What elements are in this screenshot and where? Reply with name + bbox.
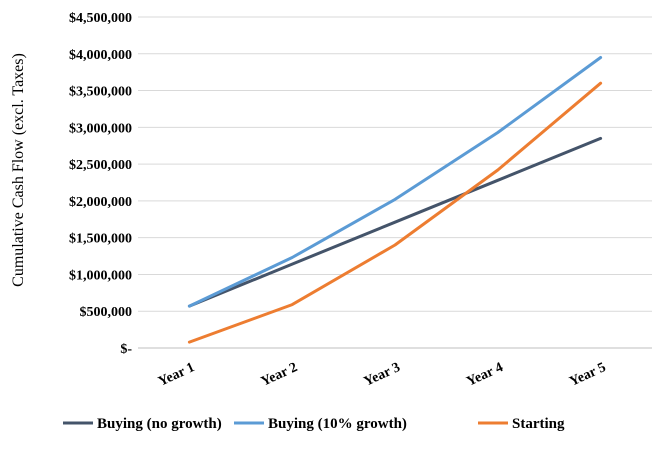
y-axis-label: Cumulative Cash Flow (excl. Taxes) (10, 53, 27, 287)
legend: Buying (no growth) Buying (10% growth) Sta… (63, 416, 565, 432)
y-tick-label: $1,500,000 (69, 232, 132, 247)
series-line-2 (187, 56, 603, 308)
x-tick-label: Year 2 (259, 360, 300, 390)
y-tick-label: $2,000,000 (69, 195, 132, 210)
x-tick-label: Year 1 (156, 360, 197, 390)
y-tick-label: $2,500,000 (69, 158, 132, 173)
x-tick-label: Year 3 (362, 360, 403, 390)
x-axis-ticks: Year 1 Year 2 Year 3 Year 4 Year 5 (156, 360, 608, 390)
y-tick-label: $500,000 (80, 305, 133, 320)
legend-item: Starting (478, 416, 565, 432)
legend-label: Buying (no growth) (97, 416, 222, 432)
x-tick-label: Year 4 (464, 360, 505, 390)
legend-item: Buying (no growth) (63, 416, 222, 432)
y-axis-ticks: $- $500,000 $1,000,000 $1,500,000 $2,000,000… (69, 11, 132, 357)
series-line-1 (187, 136, 603, 308)
y-tick-label: $- (120, 342, 132, 357)
y-tick-label: $3,000,000 (69, 121, 132, 136)
grid-lines (138, 16, 652, 349)
y-tick-label: $4,000,000 (69, 48, 132, 63)
series-lines (187, 56, 603, 344)
legend-label: Buying (10% growth) (268, 416, 407, 432)
legend-item: Buying (10% growth) (234, 416, 407, 432)
y-tick-label: $1,000,000 (69, 268, 132, 283)
legend-label: Starting (512, 416, 565, 432)
y-tick-label: $3,500,000 (69, 85, 132, 100)
series-line-3 (187, 81, 603, 344)
y-tick-label: $4,500,000 (69, 11, 132, 26)
x-tick-label: Year 5 (567, 360, 608, 390)
